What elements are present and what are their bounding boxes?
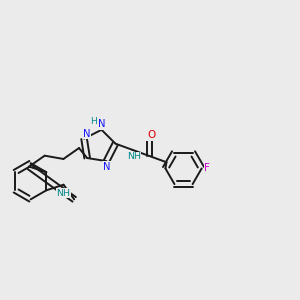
Text: NH: NH xyxy=(127,152,141,161)
Text: H: H xyxy=(90,118,97,127)
Text: NH: NH xyxy=(57,189,70,198)
Text: F: F xyxy=(204,164,210,173)
Text: O: O xyxy=(147,130,155,140)
Text: N: N xyxy=(103,162,110,172)
Text: N: N xyxy=(83,129,91,139)
Text: N: N xyxy=(98,119,105,129)
